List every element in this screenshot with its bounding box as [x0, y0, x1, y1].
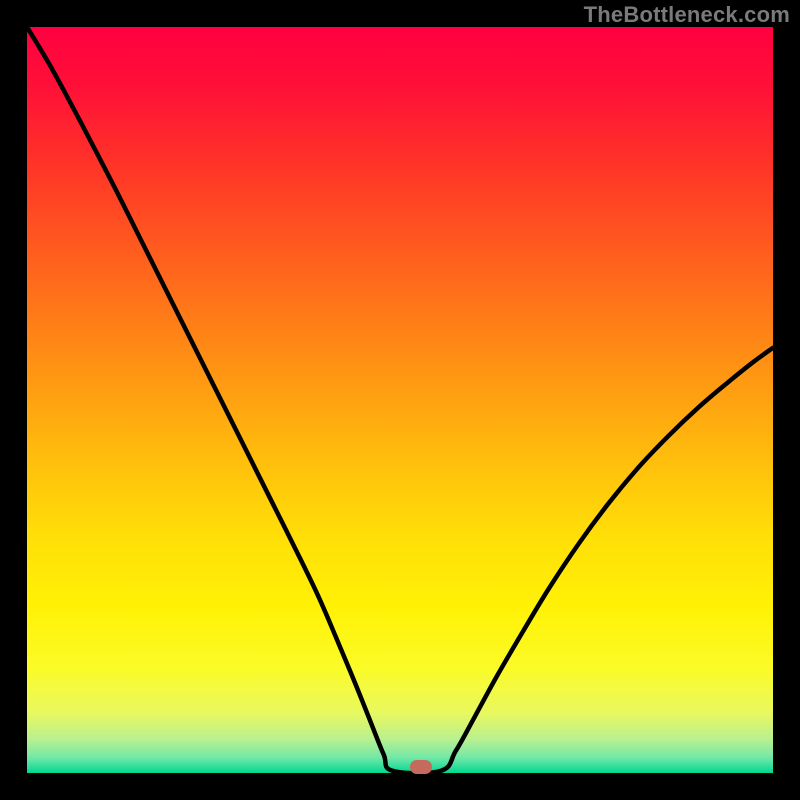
plot-area — [27, 27, 773, 773]
bottleneck-curve — [27, 27, 773, 773]
chart-container: TheBottleneck.com — [0, 0, 800, 800]
minimum-marker — [410, 760, 432, 773]
watermark-text: TheBottleneck.com — [584, 2, 790, 28]
